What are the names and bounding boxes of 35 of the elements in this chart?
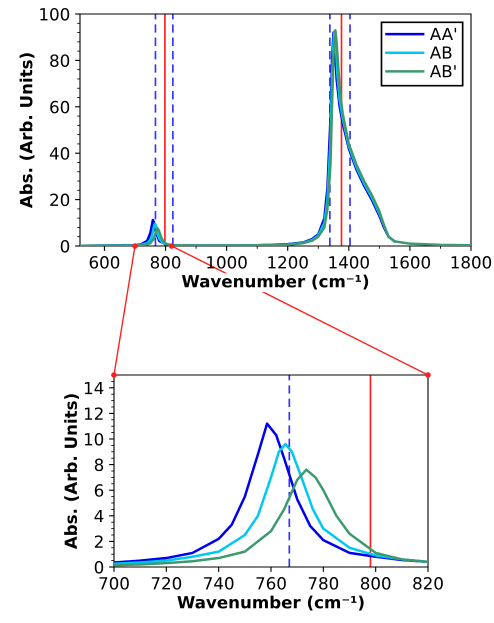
- x-tick-label: 1200: [268, 256, 308, 269]
- y-tick-label: 100: [40, 8, 70, 21]
- x-tick-label: 700: [99, 577, 129, 590]
- y-axis-title: Abs. (Arb. Units): [20, 53, 34, 208]
- x-tick-label: 820: [413, 577, 443, 590]
- y-tick-label: 40: [50, 147, 70, 160]
- x-tick-label: 760: [256, 577, 286, 590]
- legend-label: AA': [430, 28, 456, 40]
- y-tick-label: 2: [94, 535, 103, 548]
- y-tick-label: 4: [94, 510, 104, 522]
- x-axis-title: Wavenumber (cm⁻¹): [182, 274, 368, 290]
- y-tick-label: 20: [50, 194, 70, 206]
- x-axis-title: Wavenumber (cm⁻¹): [177, 596, 364, 610]
- y-tick-label: 10: [84, 432, 104, 446]
- y-axis-title: Abs. (Arb. Units): [64, 394, 80, 550]
- x-tick-label: 780: [308, 577, 338, 590]
- x-tick-label: 740: [204, 577, 234, 590]
- y-tick-label: 0: [60, 240, 70, 253]
- x-tick-label: 1800: [452, 256, 492, 269]
- x-tick-label: 720: [152, 577, 182, 590]
- y-tick-label: 14: [84, 382, 104, 394]
- x-tick-label: 1600: [390, 256, 430, 269]
- y-tick-label: 8: [94, 458, 104, 472]
- x-tick-label: 600: [90, 256, 120, 269]
- x-tick-label: 1000: [207, 256, 247, 269]
- legend-label: AB: [430, 46, 452, 59]
- legend-label: AB': [430, 65, 456, 78]
- x-tick-label: 1400: [329, 256, 369, 269]
- x-tick-label: 800: [150, 256, 180, 269]
- y-tick-label: 0: [94, 560, 104, 574]
- y-tick-label: 80: [50, 54, 70, 67]
- x-tick-label: 800: [360, 577, 390, 590]
- y-tick-label: 6: [94, 484, 104, 497]
- y-tick-label: 60: [50, 100, 70, 114]
- y-tick-label: 12: [84, 407, 103, 420]
